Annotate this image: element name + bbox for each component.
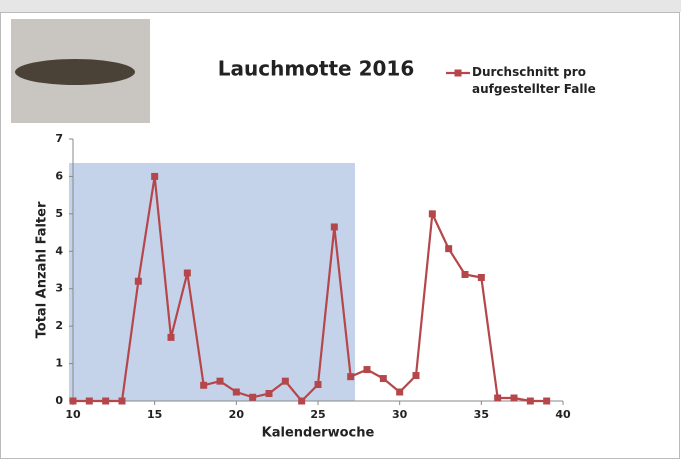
y-tick-label: 0	[55, 394, 63, 407]
marker	[462, 271, 469, 278]
marker	[200, 382, 207, 389]
moth-shape	[15, 59, 135, 85]
marker	[102, 398, 109, 405]
legend-marker	[455, 70, 462, 77]
x-tick-label: 30	[392, 408, 408, 421]
marker	[282, 378, 289, 385]
marker	[298, 398, 305, 405]
marker	[478, 274, 485, 281]
x-tick-label: 40	[555, 408, 571, 421]
x-tick-label: 25	[310, 408, 325, 421]
x-axis-label: Kalenderwoche	[262, 426, 375, 441]
y-tick-label: 3	[55, 282, 63, 295]
legend-label: Durchschnitt pro aufgestellter Falle	[472, 64, 677, 98]
header-strip	[0, 0, 681, 12]
marker	[494, 395, 501, 402]
marker	[511, 395, 518, 402]
x-tick-label: 15	[147, 408, 162, 421]
marker	[151, 173, 158, 180]
x-tick-label: 35	[474, 408, 489, 421]
marker	[445, 245, 452, 252]
marker	[396, 389, 403, 396]
marker	[249, 394, 256, 401]
marker	[331, 223, 338, 230]
marker	[380, 375, 387, 382]
x-tick-label: 20	[229, 408, 245, 421]
y-tick-label: 6	[55, 169, 63, 182]
marker	[70, 398, 77, 405]
y-tick-label: 4	[55, 244, 63, 257]
slide: Lauchmotte 2016 Kalenderwoche Total Anza…	[0, 0, 681, 461]
marker	[266, 390, 273, 397]
legend: Durchschnitt pro aufgestellter Falle	[472, 64, 677, 98]
y-tick-label: 7	[55, 132, 63, 145]
x-tick-label: 10	[65, 408, 81, 421]
marker	[217, 378, 224, 385]
marker	[233, 389, 240, 396]
marker	[119, 398, 126, 405]
marker	[315, 381, 322, 388]
highlight-area	[69, 163, 355, 401]
marker	[184, 269, 191, 276]
y-tick-label: 1	[55, 357, 63, 370]
marker	[168, 334, 175, 341]
marker	[429, 210, 436, 217]
marker	[86, 398, 93, 405]
marker	[347, 373, 354, 380]
legend-symbol	[446, 67, 470, 79]
y-tick-label: 5	[55, 207, 63, 220]
y-axis-label: Total Anzahl Falter	[35, 201, 50, 338]
marker	[543, 398, 550, 405]
marker	[364, 366, 371, 373]
chart-title: Lauchmotte 2016	[218, 57, 414, 81]
marker	[135, 278, 142, 285]
marker	[527, 398, 534, 405]
y-tick-label: 2	[55, 319, 63, 332]
marker	[413, 372, 420, 379]
